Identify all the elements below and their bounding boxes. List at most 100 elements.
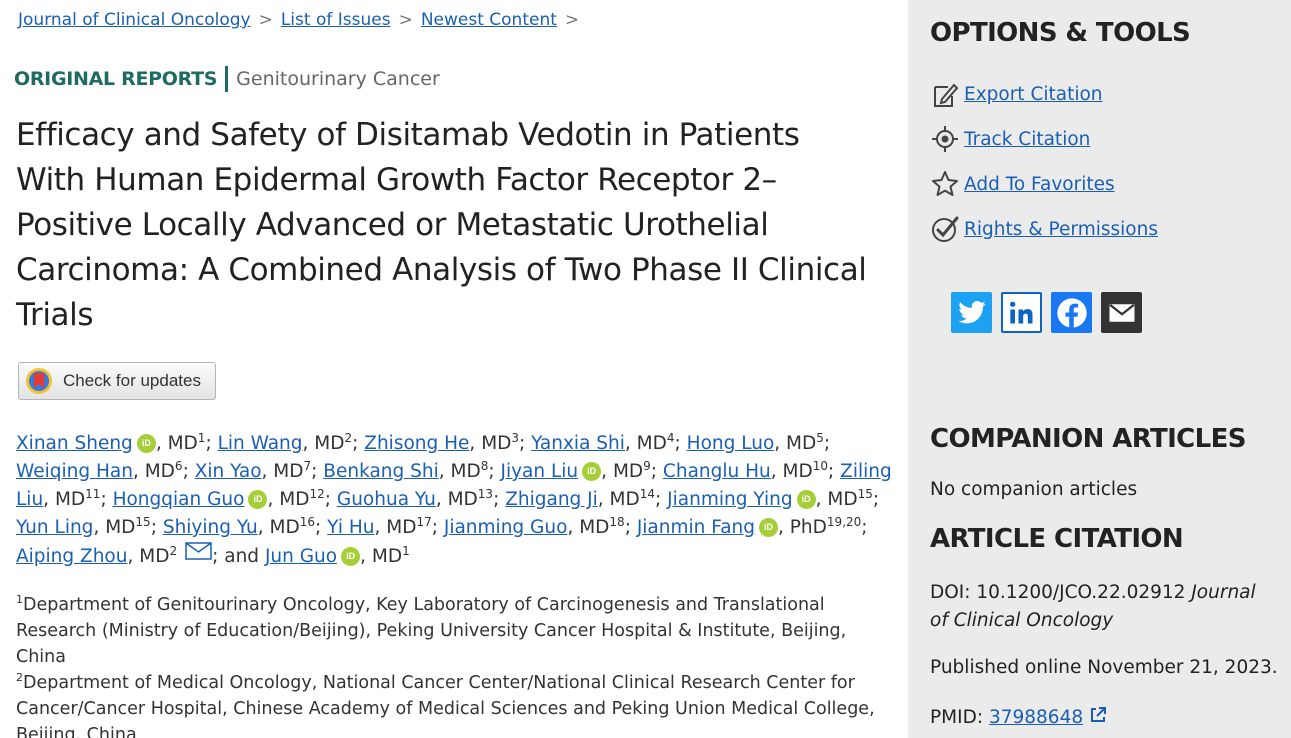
author-name[interactable]: Jianming Ying (667, 489, 793, 510)
author-affiliation-ref: 10 (812, 458, 829, 473)
breadcrumb-separator: > (258, 10, 273, 30)
author-affiliation-ref: 18 (609, 514, 625, 529)
author-name[interactable]: Changlu Hu (662, 461, 771, 482)
affiliation-number: 2 (16, 671, 23, 685)
pmid-line: PMID: 37988648 (930, 706, 1107, 728)
author-name[interactable]: Xin Yao (194, 461, 262, 482)
author-name[interactable]: Zhigang Ji (505, 489, 598, 510)
orcid-icon[interactable]: iD (136, 434, 156, 453)
orcid-icon[interactable]: iD (796, 490, 816, 509)
add-to-favorites-link[interactable]: Add To Favorites (964, 173, 1115, 195)
author-name[interactable]: Xinan Sheng (16, 433, 133, 454)
orcid-icon[interactable]: iD (582, 462, 602, 481)
check-icon (932, 216, 959, 242)
breadcrumb-separator: > (564, 10, 580, 30)
track-citation-link[interactable]: Track Citation (964, 128, 1091, 150)
affiliation-text: Department of Medical Oncology, National… (16, 673, 875, 738)
author-affiliation-ref: 15 (135, 514, 151, 529)
author-name[interactable]: Jun Guo (264, 546, 338, 567)
rights-permissions-link[interactable]: Rights & Permissions (964, 218, 1158, 240)
author-name[interactable]: Guohua Yu (336, 489, 436, 510)
author-affiliation-ref: 5 (816, 430, 824, 445)
author-degree: MD (612, 461, 644, 482)
external-link-icon (1091, 707, 1107, 722)
affiliation-text: Department of Genitourinary Oncology, Ke… (16, 595, 847, 667)
article-title: Efficacy and Safety of Disitamab Vedotin… (16, 117, 867, 333)
author-degree: MD (450, 461, 481, 482)
author-name[interactable]: Yi Hu (327, 517, 375, 538)
twitter-share-button[interactable] (951, 292, 992, 333)
author-affiliation-ref: 3 (511, 430, 520, 445)
author-degree: MD (273, 461, 304, 482)
author-name[interactable]: Shiying Yu (162, 517, 258, 538)
export-citation-link[interactable]: Export Citation (964, 83, 1103, 105)
author-name[interactable]: Jiyan Liu (500, 461, 579, 482)
author-degree: MD (386, 517, 417, 538)
author-name[interactable]: Weiqing Han (16, 461, 133, 482)
author-affiliation-ref: 4 (666, 430, 675, 445)
breadcrumb: Journal of Clinical Oncology > List of Iss… (18, 10, 587, 30)
author-degree: MD (636, 433, 667, 454)
author-degree: MD (371, 546, 403, 567)
author-and: and (224, 546, 260, 567)
author-name[interactable]: Hongqian Guo (112, 489, 245, 510)
affiliation-number: 1 (16, 593, 23, 607)
pmid-link[interactable]: 37988648 (988, 707, 1084, 728)
affiliation-item: 2Department of Medical Oncology, Nationa… (16, 670, 886, 738)
author-affiliation-ref: 16 (299, 514, 316, 529)
author-degree: MD (609, 489, 640, 510)
track-icon (932, 126, 958, 152)
article-main: Journal of Clinical Oncology > List of Iss… (14, 10, 892, 738)
author-name[interactable]: Ziling Liu (16, 461, 892, 510)
author-name[interactable]: Lin Wang (217, 433, 303, 454)
share-buttons (951, 292, 1151, 333)
author-name[interactable]: Benkang Shi (323, 461, 439, 482)
author-name[interactable]: Yun Ling (16, 517, 94, 538)
author-degree: MD (279, 489, 310, 510)
orcid-icon[interactable]: iD (759, 518, 779, 537)
author-degree: MD (782, 461, 813, 482)
author-degree: MD (481, 433, 512, 454)
author-name[interactable]: Jianmin Fang (636, 517, 756, 538)
check-for-updates-button[interactable]: Check for updates (18, 362, 216, 400)
author-list: Xinan Sheng iD, MD1; Lin Wang, MD2; Zhiso… (16, 430, 892, 567)
orcid-icon[interactable]: iD (341, 547, 361, 566)
author-affiliation-ref: 8 (480, 458, 489, 473)
orcid-icon[interactable]: iD (248, 490, 268, 509)
options-tools-heading: OPTIONS & TOOLS (930, 18, 1191, 48)
breadcrumb-list-of-issues[interactable]: List of Issues (280, 10, 391, 30)
email-icon (1108, 303, 1135, 322)
author-degree: MD (54, 489, 86, 510)
email-share-button[interactable] (1101, 292, 1142, 333)
author-name[interactable]: Aiping Zhou (16, 546, 128, 567)
author-degree: MD (314, 433, 345, 454)
author-affiliation-ref: 12 (309, 486, 325, 501)
add-to-favorites-tool[interactable]: Add To Favorites (930, 169, 1115, 199)
mail-icon[interactable] (185, 542, 212, 560)
author-affiliation-ref: 14 (639, 486, 656, 501)
twitter-icon (957, 300, 986, 323)
section-divider (225, 66, 229, 92)
author-name[interactable]: Jianming Guo (443, 517, 568, 538)
author-affiliation-ref: 19,20 (826, 514, 862, 529)
article-subcategory: Genitourinary Cancer (236, 68, 440, 90)
published-date: Published online November 21, 2023. (930, 657, 1278, 678)
article-citation-heading: ARTICLE CITATION (930, 524, 1184, 554)
author-name[interactable]: Yanxia Shi (531, 433, 625, 454)
crossmark-icon (26, 368, 52, 394)
article-category: ORIGINAL REPORTS (14, 68, 218, 90)
export-icon (934, 83, 959, 107)
linkedin-share-button[interactable] (1001, 292, 1042, 333)
export-citation-tool[interactable]: Export Citation (930, 79, 1103, 109)
breadcrumb-newest-content[interactable]: Newest Content (420, 10, 557, 30)
author-degree: MD (167, 433, 198, 454)
breadcrumb-journal[interactable]: Journal of Clinical Oncology (18, 10, 251, 30)
rights-permissions-tool[interactable]: Rights & Permissions (930, 214, 1158, 244)
facebook-share-button[interactable] (1051, 292, 1092, 333)
author-name[interactable]: Hong Luo (686, 433, 775, 454)
author-name[interactable]: Zhisong He (364, 433, 470, 454)
journal-name: Journal of Clinical Oncology (930, 582, 1256, 631)
author-affiliation-ref: 6 (174, 458, 183, 473)
author-affiliation-ref: 11 (85, 486, 101, 501)
track-citation-tool[interactable]: Track Citation (930, 124, 1090, 154)
